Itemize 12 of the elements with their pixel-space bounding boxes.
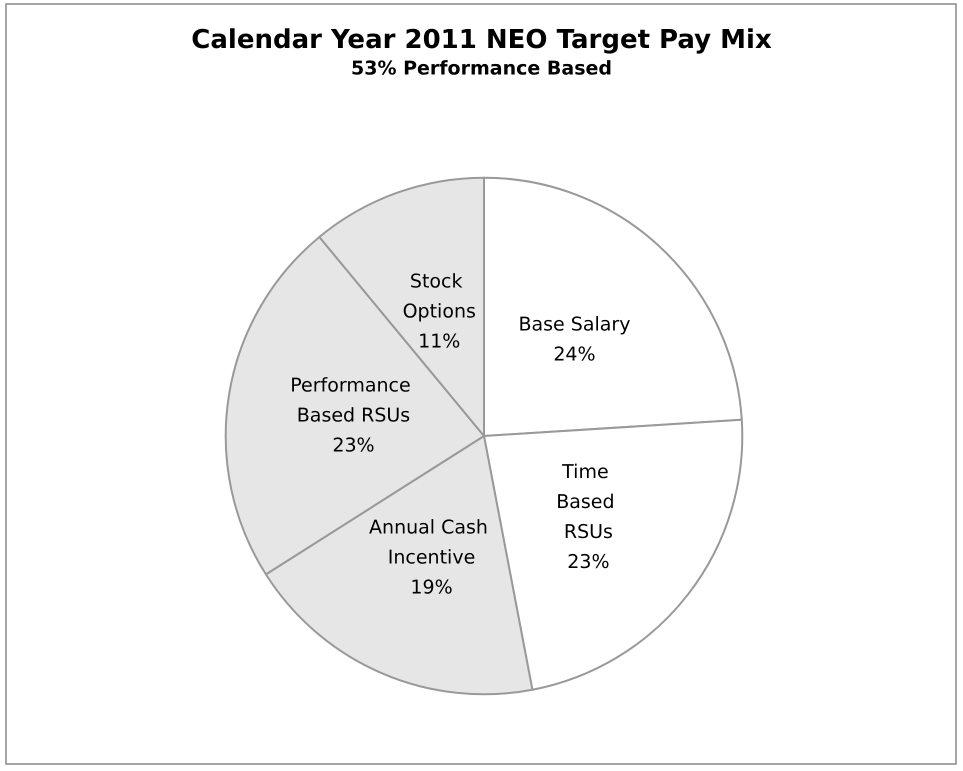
data-label: 24%: [553, 344, 596, 366]
slice-label: Time Based RSUs: [556, 460, 621, 543]
chart-subtitle: 53% Performance Based: [351, 58, 612, 80]
slice-label: Stock Options: [402, 270, 476, 323]
data-label: 11%: [418, 330, 460, 353]
data-label: 23%: [567, 550, 610, 573]
slice-label: Annual Cash Incentive: [369, 516, 494, 568]
data-label: 23%: [332, 434, 375, 456]
slice-label: Base Salary: [518, 314, 630, 336]
data-label: 19%: [410, 576, 453, 598]
chart-title: Calendar Year 2011 NEO Target Pay Mix: [191, 25, 772, 55]
slice-label: Performance Based RSUs: [290, 374, 417, 426]
